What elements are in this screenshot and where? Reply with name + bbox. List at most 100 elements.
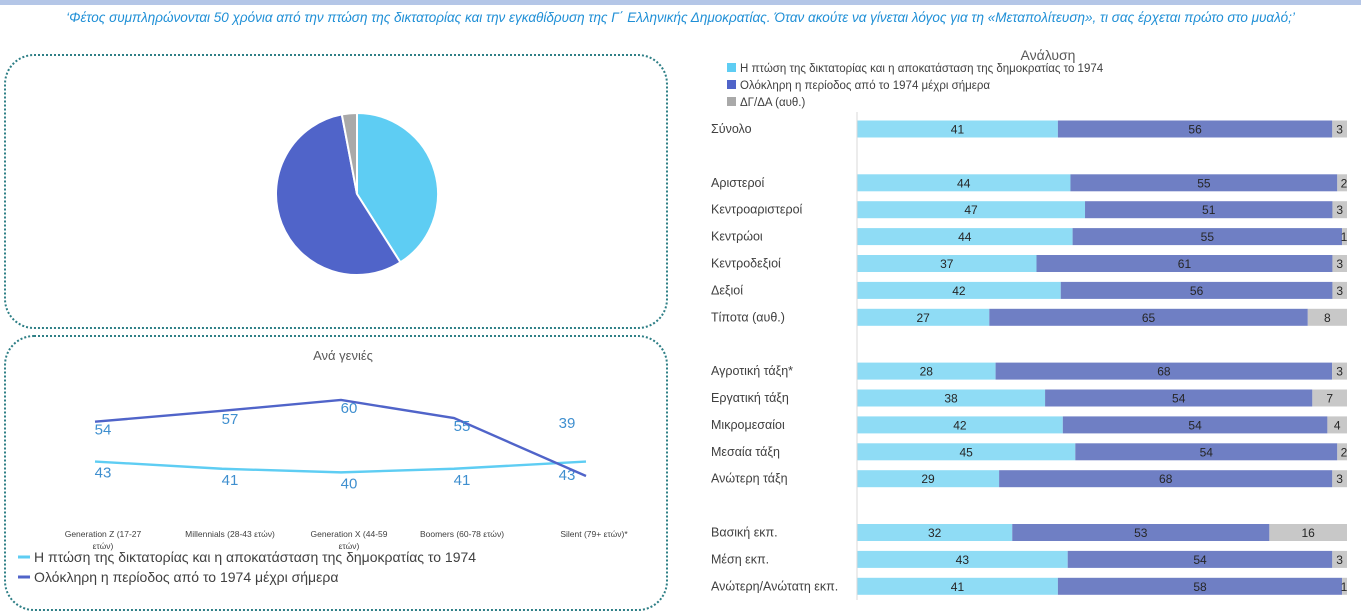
bar-row-label-9: Αγροτική τάξη* [711,364,793,378]
header-accent-bar [0,0,1361,5]
bar-value-2-2: 2 [1341,176,1348,190]
pie-slice-1 [275,113,402,276]
bar-value-12-1: 54 [1200,445,1214,459]
bar-value-10-1: 54 [1172,392,1186,406]
bar-seg-17-0 [857,577,1058,595]
bar-value-17-1: 58 [1193,580,1207,594]
bar-value-15-2: 16 [1302,526,1316,540]
bar-value-11-2: 4 [1334,418,1341,432]
bar-value-11-1: 54 [1188,418,1202,432]
bar-seg-6-0 [857,281,1061,299]
line-data-label-0-1: 41 [222,472,239,489]
bar-seg-7-0 [857,308,990,326]
bar-seg-2-1 [1070,174,1338,192]
bar-seg-16-2 [1332,550,1347,568]
line-legend-label-1: Ολόκληρη η περίοδος από το 1974 μέχρι σή… [34,569,338,585]
bar-value-12-2: 2 [1341,445,1348,459]
bar-row-label-6: Δεξιοί [711,283,743,297]
bar-row-label-2: Αριστεροί [711,176,765,190]
bar-chart-title: Ανάλυση [1021,47,1076,63]
line-data-label-0-3: 41 [454,472,471,489]
line-data-label-0-0: 43 [95,465,112,482]
bar-seg-4-2 [1342,228,1347,246]
bar-row-label-12: Μεσαία τάξη [711,445,780,459]
bar-value-3-1: 51 [1202,203,1216,217]
bar-value-5-2: 3 [1336,257,1343,271]
bar-seg-12-0 [857,443,1076,461]
line-category-label-cont-0: ετών) [93,541,114,551]
bar-seg-6-2 [1332,281,1347,299]
line-data-label-0-4: 43 [559,467,576,484]
bar-value-2-1: 55 [1197,176,1211,190]
bar-seg-16-1 [1067,550,1333,568]
bar-legend-swatch-2 [727,97,736,106]
bar-value-3-2: 3 [1336,203,1343,217]
bar-seg-13-2 [1332,470,1347,488]
bar-row-label-7: Τίποτα (αυθ.) [711,310,785,324]
bar-value-2-0: 44 [957,176,971,190]
bar-value-11-0: 42 [953,418,967,432]
bar-value-12-0: 45 [959,445,973,459]
bar-value-6-2: 3 [1336,284,1343,298]
bar-value-5-0: 37 [940,257,954,271]
bar-seg-10-0 [857,389,1046,407]
bar-value-6-1: 56 [1190,284,1204,298]
bar-value-7-0: 27 [916,311,930,325]
survey-question: ‘Φέτος συμπληρώνονται 50 χρόνια από την … [66,10,1295,25]
bar-row-label-11: Μικρομεσαίοι [711,418,785,432]
bar-seg-16-0 [857,550,1068,568]
line-data-label-1-4: 39 [559,415,576,432]
line-category-label-4: Silent (79+ ετών)* [560,529,628,539]
line-data-label-1-3: 55 [454,418,471,435]
bar-row-label-0: Σύνολο [711,122,752,136]
bar-seg-9-0 [857,362,996,380]
bar-seg-13-1 [999,470,1333,488]
bar-seg-17-2 [1342,577,1347,595]
bar-seg-12-1 [1075,443,1338,461]
bar-legend-label-0: Η πτώση της δικτατορίας και η αποκατάστα… [740,63,1104,75]
bar-value-13-2: 3 [1336,472,1343,486]
bar-value-7-2: 8 [1324,311,1331,325]
line-data-label-1-1: 57 [222,411,239,428]
generations-panel [4,335,668,611]
bar-legend-label-2: ΔΓ/ΔΑ (αυθ.) [740,97,805,109]
bar-legend-swatch-1 [727,80,736,89]
bar-value-13-0: 29 [921,472,935,486]
bar-value-5-1: 61 [1178,257,1192,271]
bar-seg-7-2 [1307,308,1347,326]
bar-value-0-2: 3 [1336,123,1343,137]
bar-value-10-0: 38 [944,392,958,406]
line-data-label-1-2: 60 [341,400,358,417]
bar-seg-6-1 [1060,281,1333,299]
bar-seg-9-2 [1332,362,1347,380]
bar-value-3-0: 47 [964,203,978,217]
bar-value-6-0: 42 [952,284,966,298]
line-data-label-0-2: 40 [341,475,358,492]
bar-seg-15-1 [1012,524,1270,541]
bar-value-15-0: 32 [928,526,942,540]
bar-value-4-0: 44 [958,230,972,244]
bar-value-0-1: 56 [1188,123,1202,137]
bar-seg-4-1 [1072,228,1343,246]
bar-seg-5-0 [857,255,1037,272]
bar-value-7-1: 65 [1142,311,1156,325]
bar-seg-10-2 [1312,389,1347,407]
pie-slice-2 [340,111,358,195]
bar-value-10-2: 7 [1326,392,1333,406]
bar-seg-3-2 [1332,201,1347,219]
bar-seg-9-1 [995,362,1333,380]
bar-value-13-1: 68 [1159,472,1173,486]
bar-seg-17-1 [1057,577,1343,595]
overall-pie-panel [4,54,668,329]
bar-value-4-2: 1 [1341,230,1348,244]
bar-seg-5-1 [1036,255,1333,272]
line-chart-title: Ανά γενιές [313,348,373,363]
bar-seg-2-2 [1337,174,1347,192]
bar-seg-11-0 [857,416,1063,434]
line-category-label-0: Generation Z (17-27 [65,529,142,539]
bar-seg-13-0 [857,470,1000,488]
bar-value-16-0: 43 [956,553,970,567]
bar-value-9-2: 3 [1336,365,1343,379]
bar-seg-12-2 [1337,443,1347,461]
